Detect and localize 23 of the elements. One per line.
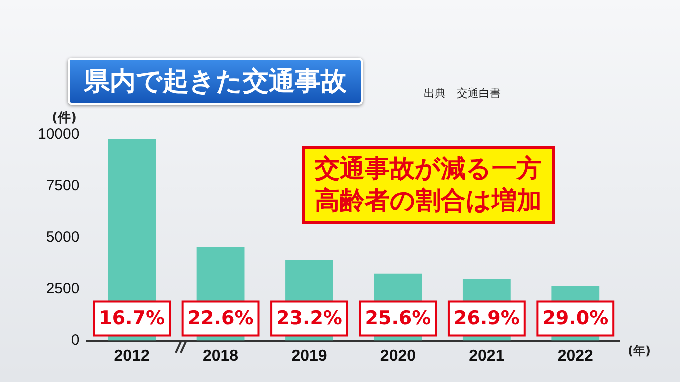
- y-tick-label: 2500: [46, 280, 80, 298]
- annotation: 26.9%: [454, 308, 520, 330]
- y-tick-label: 0: [71, 332, 80, 349]
- y-tick-label: 7500: [46, 178, 80, 195]
- annotation: 交通事故が減る一方: [315, 154, 542, 183]
- annotation: 23.2%: [276, 308, 342, 330]
- y-tick-label: 10000: [38, 126, 80, 144]
- annotation: 22.6%: [188, 308, 254, 330]
- x-tick-label: 2012: [114, 348, 150, 365]
- annotation: 25.6%: [365, 308, 432, 330]
- x-tick-label: 2021: [469, 348, 505, 365]
- x-tick-label: 2018: [202, 348, 239, 365]
- source-note: 出典 交通白書: [424, 86, 501, 101]
- y-axis-title: (件): [52, 110, 77, 127]
- y-tick-label: 5000: [46, 229, 80, 246]
- x-axis-title: (年): [628, 343, 651, 360]
- x-tick-label: 2022: [558, 348, 594, 365]
- annotation: 16.7%: [99, 308, 166, 330]
- x-tick-label: 2019: [292, 348, 328, 365]
- x-tick-label: 2020: [380, 348, 416, 365]
- chart-title: 県内で起きた交通事故: [68, 58, 363, 105]
- annotation: 高齢者の割合は増加: [315, 186, 542, 215]
- annotation: 29.0%: [542, 308, 609, 330]
